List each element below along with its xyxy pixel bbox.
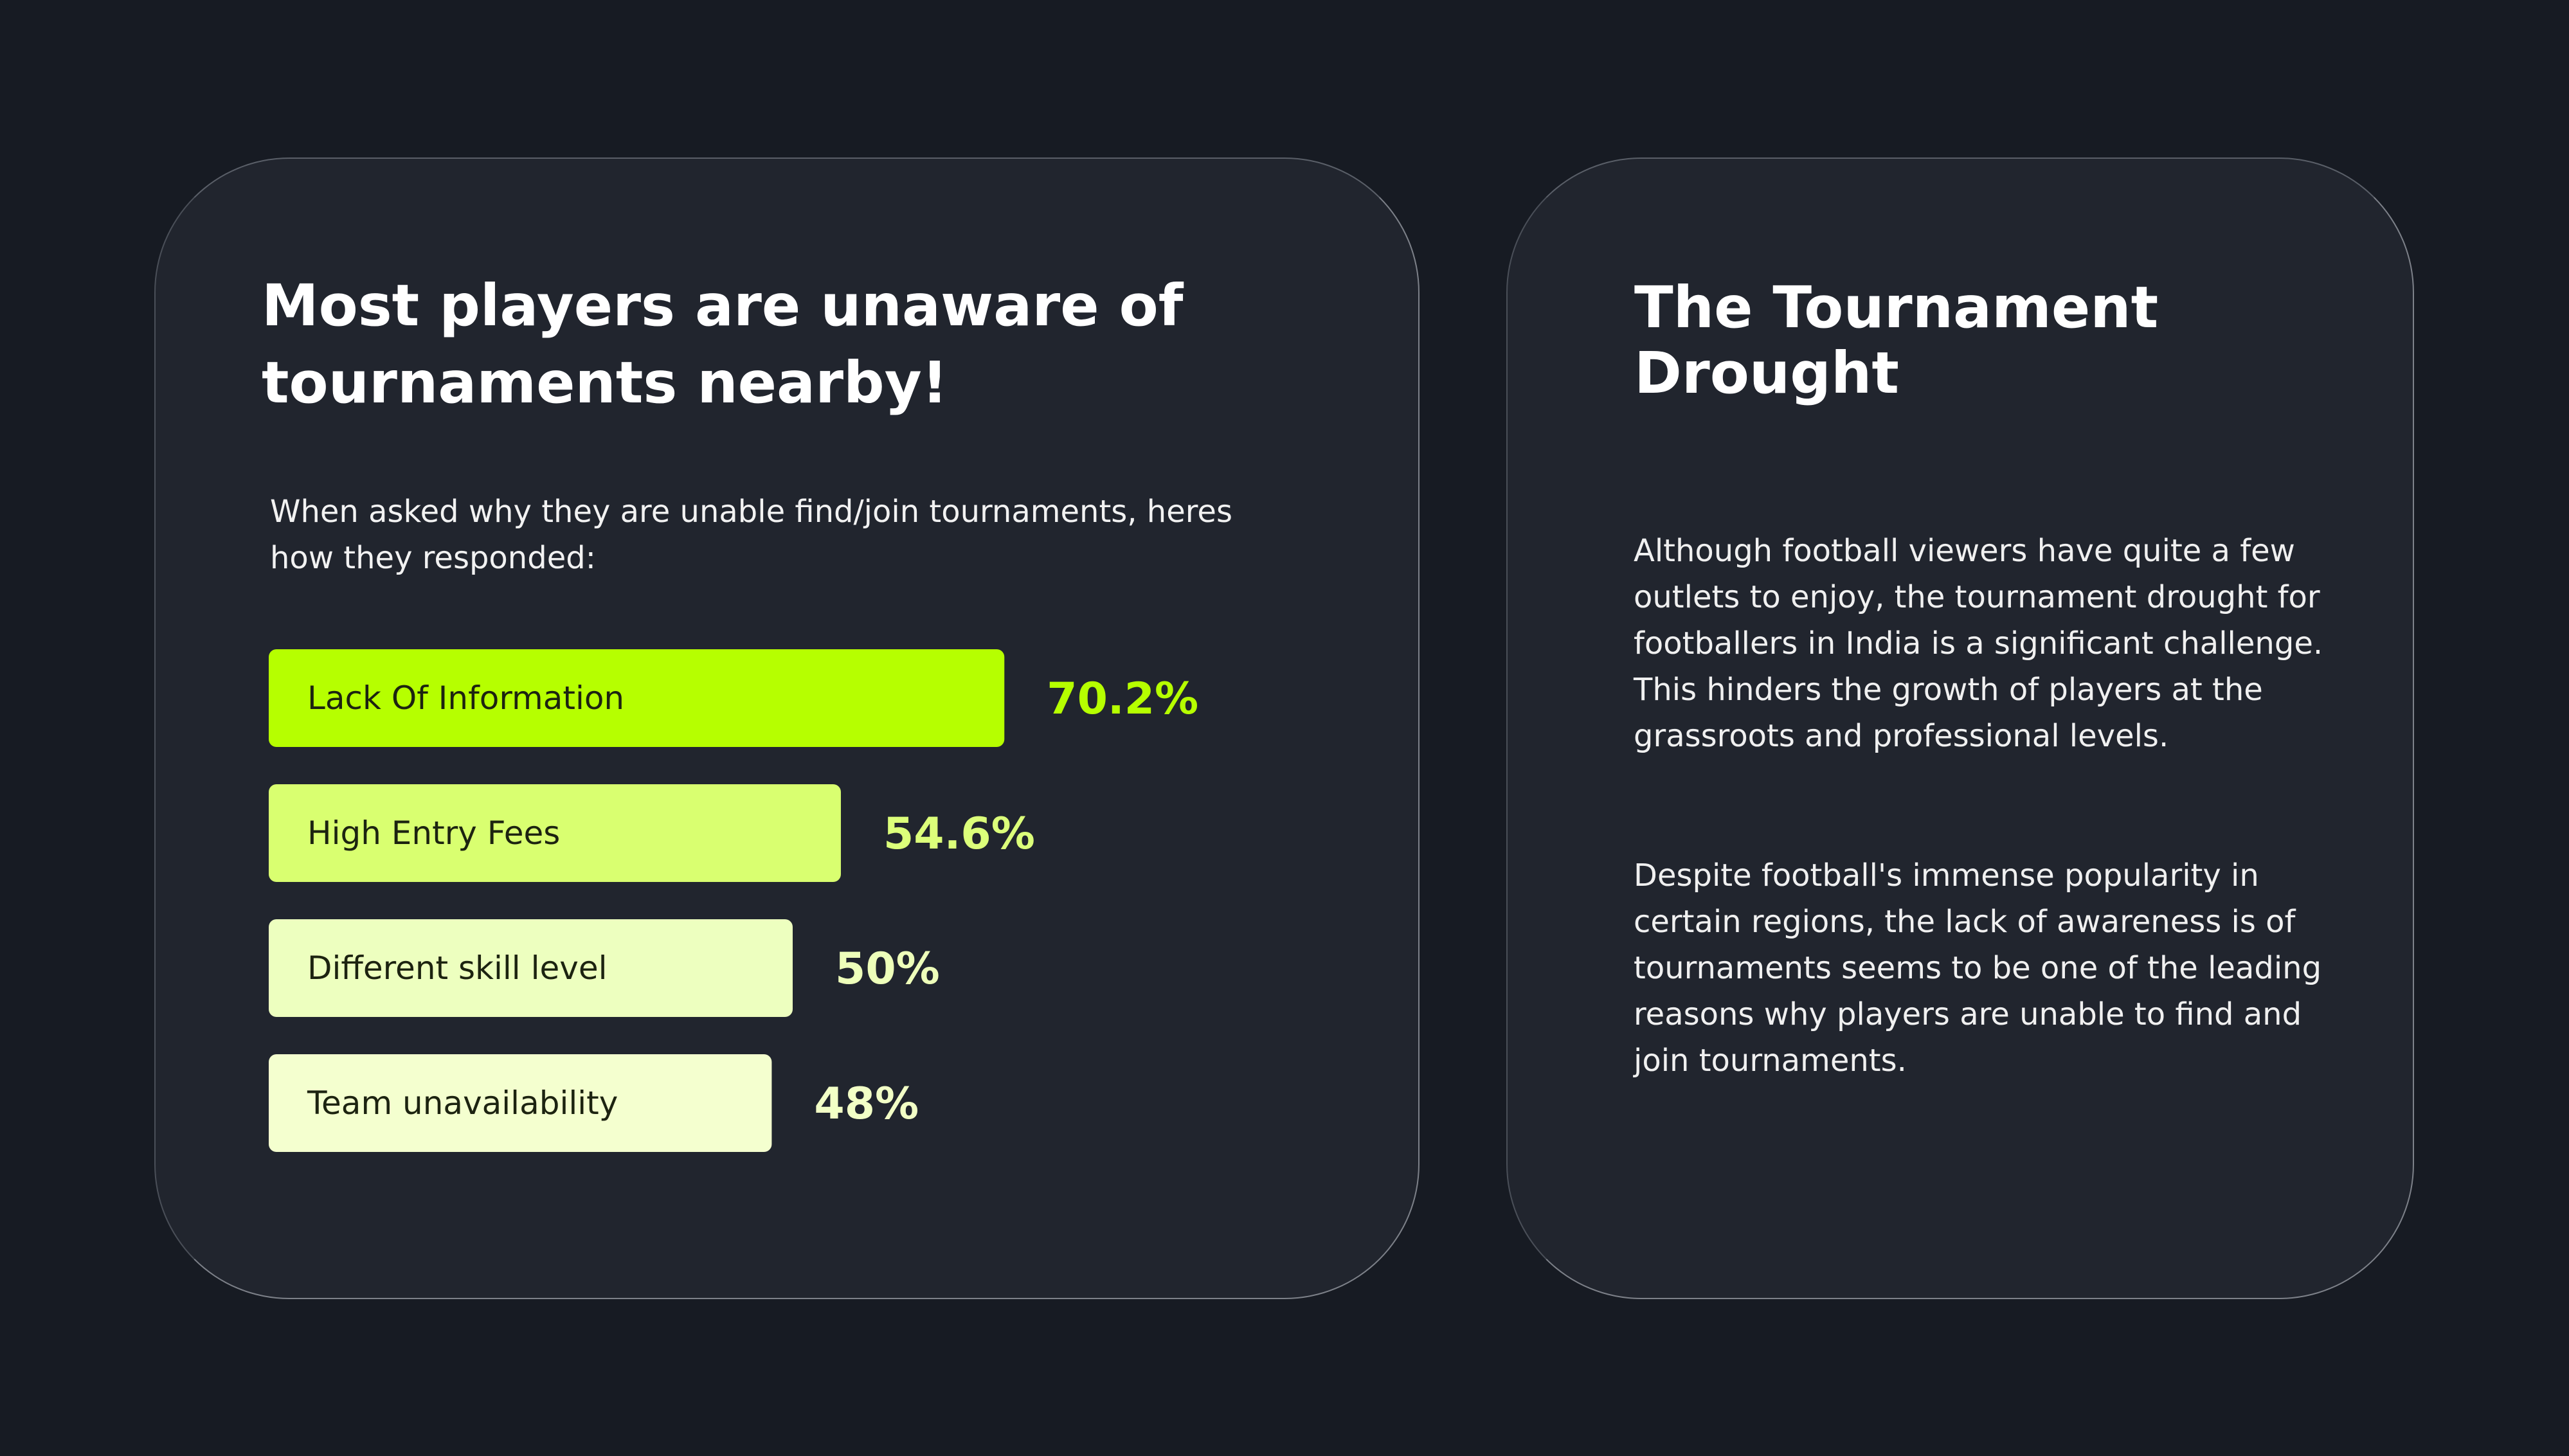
survey-subtitle: When asked why they are unable find/join… (270, 494, 1232, 576)
bar-2 (269, 784, 841, 882)
info-title: The Tournament Drought (1634, 274, 2159, 406)
bar-category-label: Lack Of Information (307, 679, 624, 717)
bar-value-label: 50% (835, 944, 940, 994)
survey-title: Most players are unaware of tournaments … (262, 272, 1184, 416)
bar-category-label: Team unavailability (307, 1084, 618, 1122)
bar-value-label: 54.6% (883, 809, 1035, 859)
info-card: The Tournament Drought Although football… (1506, 157, 2414, 1299)
bar-1 (269, 649, 1005, 747)
info-paragraph-1: Although football viewers have quite a f… (1634, 533, 2323, 754)
bar-4 (269, 1054, 772, 1152)
info-paragraph-2: Despite football's immense popularity in… (1634, 858, 2322, 1079)
bar-value-label: 48% (814, 1079, 919, 1129)
bar-category-label: High Entry Fees (307, 814, 560, 852)
bar-category-label: Different skill level (307, 949, 607, 987)
bar-3 (269, 919, 793, 1017)
bar-value-label: 70.2% (1047, 674, 1198, 724)
